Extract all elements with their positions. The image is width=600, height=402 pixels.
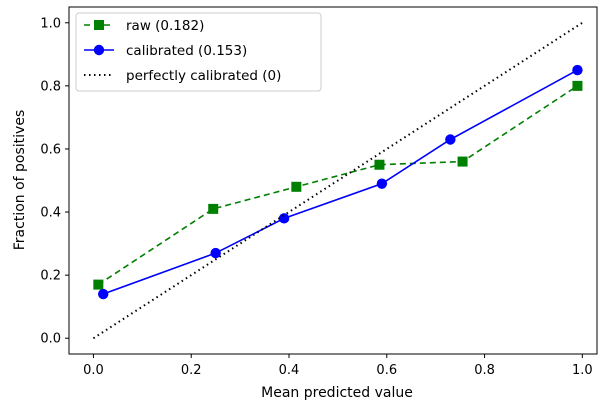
x-axis-label: Mean predicted value xyxy=(261,385,413,401)
y-tick-label: 1.0 xyxy=(40,16,61,31)
x-tick-label: 0.0 xyxy=(83,363,104,378)
y-tick-label: 0.6 xyxy=(40,142,61,157)
series-line xyxy=(92,21,583,340)
x-tick-label: 1.0 xyxy=(572,363,593,378)
x-tick-label: 0.8 xyxy=(474,363,495,378)
legend-box xyxy=(75,12,322,92)
data-point xyxy=(572,80,583,91)
series-line xyxy=(97,85,578,286)
legend-label: calibrated (0.153) xyxy=(126,43,247,59)
legend: raw (0.182) calibrated (0.153) perfectly c… xyxy=(75,12,322,92)
legend-label: raw (0.182) xyxy=(126,18,204,34)
data-point xyxy=(445,134,456,145)
series-layer xyxy=(92,21,583,340)
x-tick-label: 0.2 xyxy=(181,363,202,378)
data-point xyxy=(291,181,302,192)
data-point xyxy=(457,156,468,167)
series-2 xyxy=(92,21,583,340)
y-tick-label: 0.8 xyxy=(40,79,61,94)
legend-label: perfectly calibrated (0) xyxy=(126,68,281,84)
data-point xyxy=(572,64,583,76)
data-point xyxy=(93,279,104,290)
series-0 xyxy=(93,80,583,290)
data-point xyxy=(210,247,221,259)
x-tick-label: 0.4 xyxy=(279,363,300,378)
data-point xyxy=(376,178,388,189)
x-tick-label: 0.6 xyxy=(376,363,397,378)
y-axis-label: Fraction of positives xyxy=(12,110,28,251)
y-tick-label: 0.4 xyxy=(40,206,61,221)
data-point xyxy=(374,159,385,170)
legend-marker xyxy=(94,20,104,30)
y-axis-ticks: 0.0 0.2 0.4 0.6 0.8 1.0 xyxy=(40,16,69,347)
data-point xyxy=(278,213,290,224)
series-line xyxy=(102,69,578,295)
y-tick-label: 0.2 xyxy=(40,269,61,284)
y-tick-label: 0.0 xyxy=(40,332,61,347)
data-point xyxy=(208,203,219,214)
data-point xyxy=(98,288,109,300)
series-1 xyxy=(98,64,583,300)
x-axis-ticks: 0.0 0.2 0.4 0.6 0.8 1.0 xyxy=(83,354,593,378)
legend-marker xyxy=(93,44,105,56)
